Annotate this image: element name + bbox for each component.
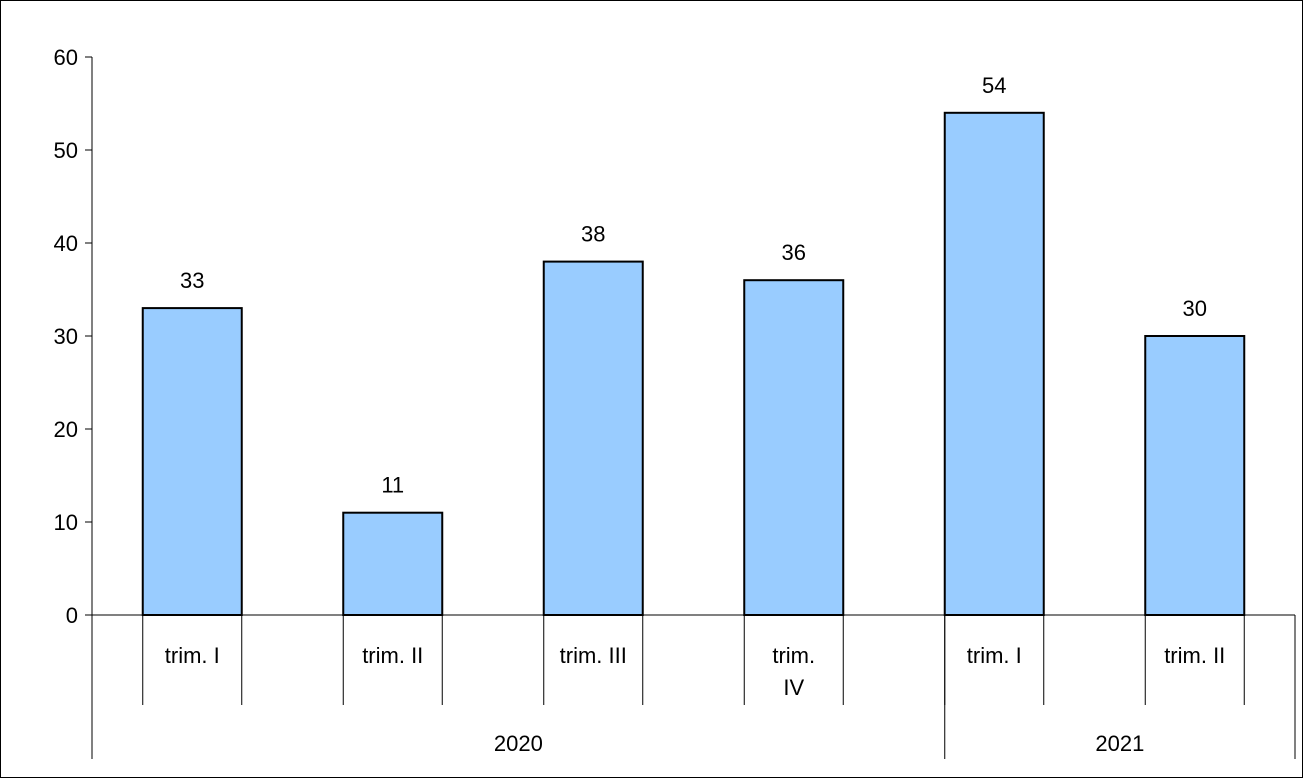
x-tick-label: trim. IV — [772, 643, 815, 700]
y-tick-label: 30 — [54, 324, 78, 349]
bar — [1144, 335, 1246, 616]
x-tick-label: trim. II — [1164, 643, 1225, 668]
y-tick-label: 40 — [54, 231, 78, 256]
y-tick-label: 20 — [54, 417, 78, 442]
x-tick-label: trim. III — [560, 643, 627, 668]
data-label: 30 — [1183, 296, 1207, 321]
bar — [141, 307, 243, 616]
y-tick-label: 50 — [54, 138, 78, 163]
bar — [542, 260, 644, 616]
data-label: 38 — [581, 222, 605, 247]
data-label: 54 — [982, 73, 1006, 98]
data-label: 36 — [782, 240, 806, 265]
x-tick-label: trim. I — [165, 643, 220, 668]
y-tick-label: 0 — [66, 603, 78, 628]
data-label: 33 — [180, 268, 204, 293]
y-tick-label: 60 — [54, 45, 78, 70]
x-tick-label: trim. I — [967, 643, 1022, 668]
x-group-label: 2021 — [1095, 731, 1144, 756]
y-tick-label: 10 — [54, 510, 78, 535]
x-tick-label: trim. II — [362, 643, 423, 668]
data-label: 11 — [381, 473, 404, 498]
bar — [943, 111, 1045, 617]
bar — [342, 511, 444, 617]
x-group-label: 2020 — [494, 731, 543, 756]
bar — [743, 279, 845, 616]
